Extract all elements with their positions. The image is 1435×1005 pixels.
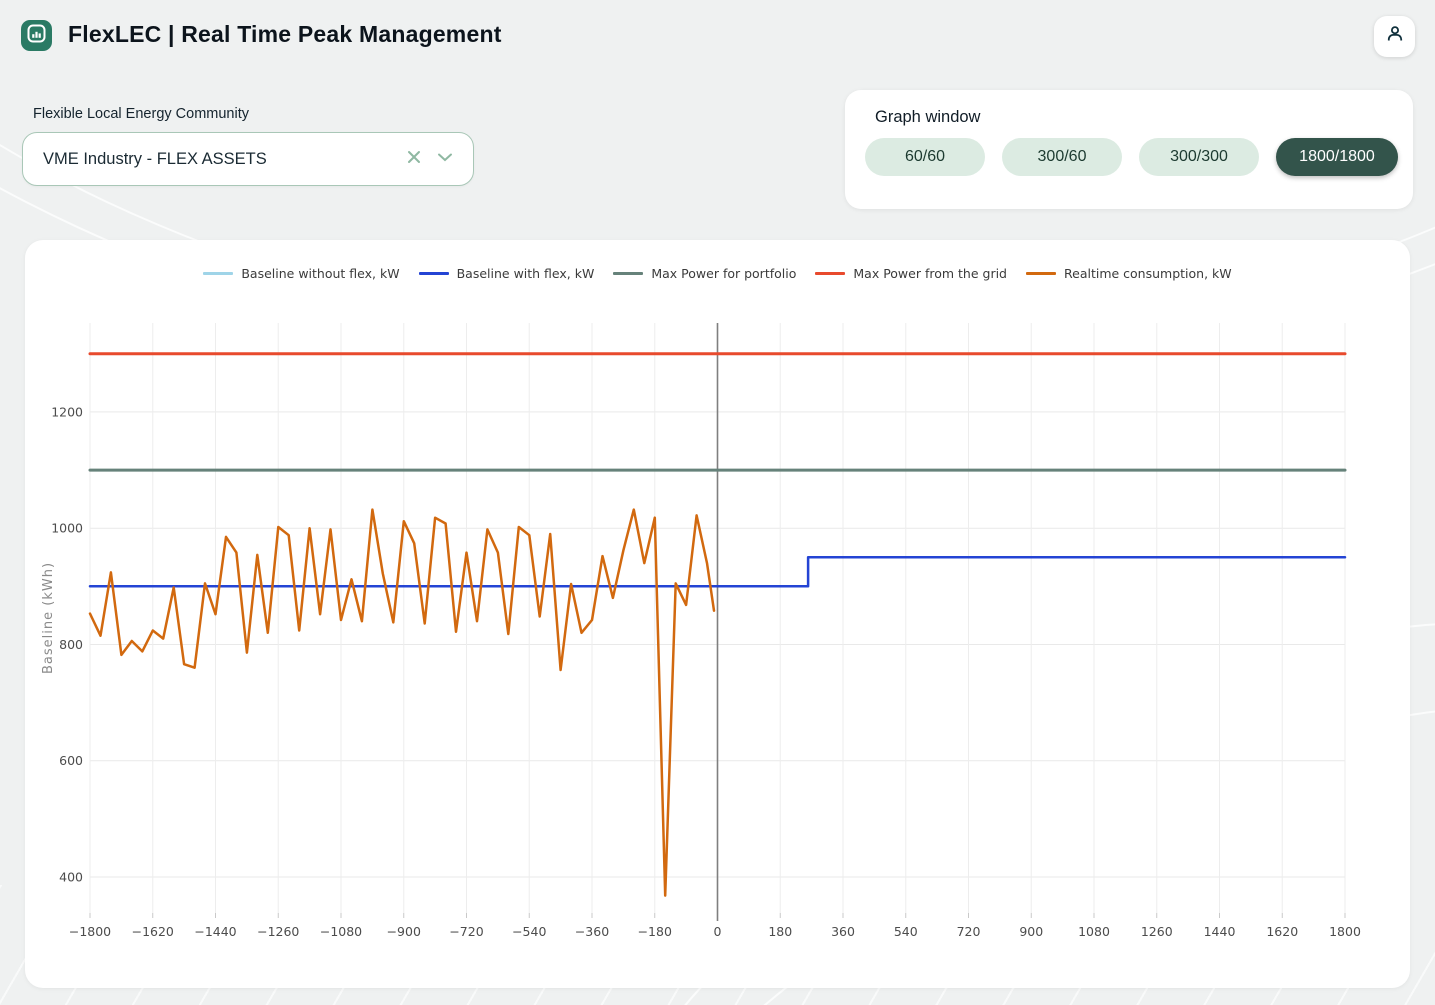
svg-text:1080: 1080 bbox=[1078, 924, 1110, 939]
app-header: FlexLEC | Real Time Peak Management bbox=[0, 0, 1435, 72]
graph-window-option-300-60[interactable]: 300/60 bbox=[1002, 138, 1122, 176]
svg-text:1620: 1620 bbox=[1266, 924, 1298, 939]
legend-label: Baseline with flex, kW bbox=[456, 266, 595, 281]
svg-text:360: 360 bbox=[831, 924, 855, 939]
graph-window-option-300-300[interactable]: 300/300 bbox=[1139, 138, 1259, 176]
svg-text:180: 180 bbox=[768, 924, 792, 939]
bar-chart-logo-icon bbox=[27, 24, 46, 48]
graph-window-options: 60/60 300/60 300/300 1800/1800 bbox=[865, 138, 1398, 176]
user-account-button[interactable] bbox=[1374, 16, 1415, 57]
legend-swatch bbox=[613, 272, 644, 275]
graph-window-title: Graph window bbox=[875, 108, 981, 126]
svg-text:−900: −900 bbox=[387, 924, 421, 939]
svg-text:−1800: −1800 bbox=[69, 924, 111, 939]
svg-text:1000: 1000 bbox=[51, 521, 83, 536]
svg-text:−1620: −1620 bbox=[132, 924, 174, 939]
svg-text:400: 400 bbox=[59, 869, 83, 884]
legend-item[interactable]: Baseline without flex, kW bbox=[203, 266, 400, 281]
svg-text:1440: 1440 bbox=[1204, 924, 1236, 939]
legend-label: Baseline without flex, kW bbox=[241, 266, 400, 281]
svg-text:600: 600 bbox=[59, 753, 83, 768]
legend-swatch bbox=[815, 272, 846, 275]
svg-text:1260: 1260 bbox=[1141, 924, 1173, 939]
legend-swatch bbox=[203, 272, 234, 275]
svg-text:Baseline (kWh): Baseline (kWh) bbox=[41, 562, 56, 674]
svg-text:−360: −360 bbox=[575, 924, 609, 939]
svg-text:540: 540 bbox=[894, 924, 918, 939]
chart-card: Baseline without flex, kW Baseline with f… bbox=[25, 240, 1410, 988]
svg-text:−1080: −1080 bbox=[320, 924, 362, 939]
chevron-down-icon[interactable] bbox=[435, 147, 455, 172]
community-select[interactable]: VME Industry - FLEX ASSETS bbox=[22, 132, 474, 186]
svg-text:900: 900 bbox=[1019, 924, 1043, 939]
svg-text:−180: −180 bbox=[638, 924, 672, 939]
app-logo bbox=[21, 20, 52, 51]
svg-text:−1260: −1260 bbox=[257, 924, 299, 939]
svg-text:−1440: −1440 bbox=[194, 924, 236, 939]
legend-item[interactable]: Baseline with flex, kW bbox=[418, 266, 595, 281]
legend-item[interactable]: Realtime consumption, kW bbox=[1026, 266, 1232, 281]
svg-text:0: 0 bbox=[714, 924, 722, 939]
legend-item[interactable]: Max Power for portfolio bbox=[613, 266, 796, 281]
chart-legend: Baseline without flex, kW Baseline with f… bbox=[25, 266, 1410, 281]
x-clear-icon[interactable] bbox=[405, 148, 423, 171]
community-select-value: VME Industry - FLEX ASSETS bbox=[43, 149, 267, 168]
legend-label: Max Power for portfolio bbox=[651, 266, 797, 281]
svg-text:−720: −720 bbox=[449, 924, 483, 939]
legend-swatch bbox=[1026, 272, 1056, 275]
graph-window-panel: Graph window 60/60 300/60 300/300 1800/1800 bbox=[845, 90, 1413, 209]
legend-swatch bbox=[418, 272, 449, 275]
svg-text:720: 720 bbox=[957, 924, 981, 939]
legend-item[interactable]: Max Power from the grid bbox=[815, 266, 1007, 281]
svg-text:800: 800 bbox=[59, 637, 83, 652]
graph-window-option-1800-1800[interactable]: 1800/1800 bbox=[1276, 138, 1398, 176]
person-icon bbox=[1384, 23, 1406, 50]
community-select-label: Flexible Local Energy Community bbox=[33, 106, 249, 122]
svg-text:−540: −540 bbox=[512, 924, 546, 939]
svg-text:1800: 1800 bbox=[1329, 924, 1361, 939]
graph-window-option-60-60[interactable]: 60/60 bbox=[865, 138, 985, 176]
svg-text:1200: 1200 bbox=[51, 404, 83, 419]
page-title: FlexLEC | Real Time Peak Management bbox=[68, 21, 502, 47]
legend-label: Realtime consumption, kW bbox=[1064, 266, 1232, 281]
legend-label: Max Power from the grid bbox=[853, 266, 1007, 281]
